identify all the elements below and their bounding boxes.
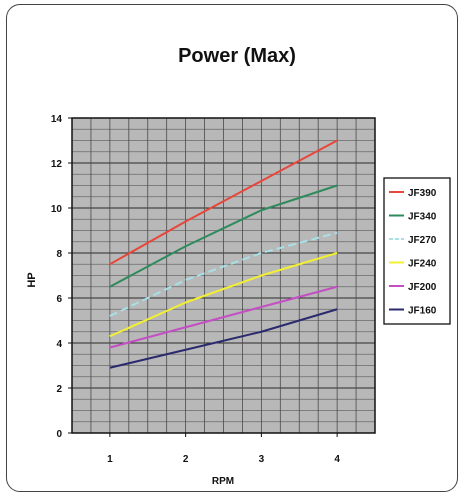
x-tick-label: 4 [334, 454, 340, 465]
y-tick-label: 12 [51, 159, 63, 170]
legend: JF390 JF340 JF270 JF240 JF200 JF160 [383, 177, 451, 325]
legend-box [383, 177, 451, 325]
series-line-jf270 [109, 231, 338, 317]
x-tick-label: 2 [183, 454, 189, 465]
y-tick-label: 10 [51, 204, 63, 215]
y-tick-label: 2 [56, 384, 62, 395]
legend-label: JF270 [408, 235, 437, 246]
y-tick-label: 0 [56, 429, 62, 440]
legend-label: JF340 [408, 212, 437, 223]
legend-label: JF390 [408, 188, 437, 199]
series-line-jf390 [109, 139, 338, 266]
y-axis-label: HP [26, 272, 38, 287]
series-line-jf240 [109, 252, 338, 338]
x-axis-label: RPM [212, 476, 234, 487]
y-tick-label: 4 [56, 339, 62, 350]
legend-label: JF240 [408, 259, 437, 270]
series-line-jf200 [109, 285, 338, 349]
chart-title: Power (Max) [178, 45, 296, 67]
series-line-jf160 [109, 308, 338, 369]
plot-border [71, 117, 376, 434]
series-line-jf340 [109, 184, 338, 288]
y-tick-label: 8 [56, 249, 62, 260]
legend-label: JF200 [408, 282, 437, 293]
legend-label: JF160 [408, 306, 437, 317]
x-tick-label: 1 [107, 454, 113, 465]
y-tick-label: 14 [51, 114, 63, 125]
y-tick-label: 6 [56, 294, 62, 305]
x-tick-label: 3 [259, 454, 265, 465]
